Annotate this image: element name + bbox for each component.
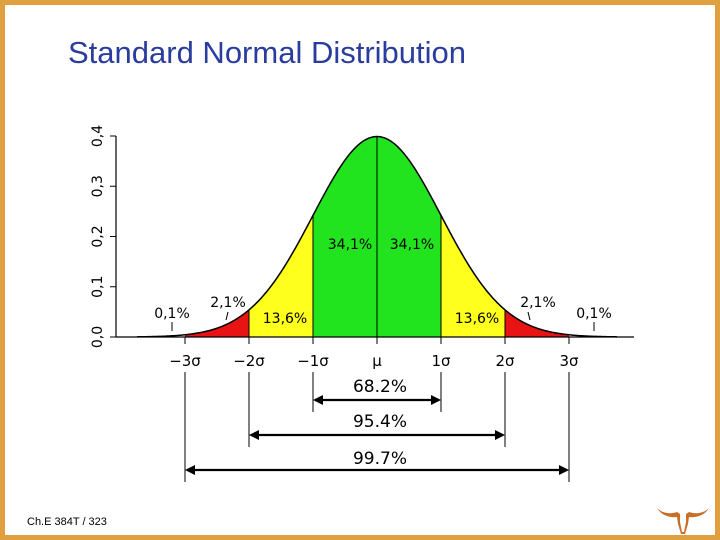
tail-label-right: 0,1% (576, 306, 612, 322)
x-tick-label-0: −3σ (169, 352, 201, 370)
sigma-lines (136, 135, 618, 338)
y-tick-label-0: 0,0 (90, 326, 106, 348)
range-arrowhead-left-1 (249, 430, 259, 440)
tail-label-left: 0,1% (154, 306, 190, 322)
slide-title: Standard Normal Distribution (68, 35, 467, 70)
region-0 (185, 309, 249, 337)
normal-distribution-chart: 0,0 0,1 0,2 0,3 0,4 −3σ −2σ −1σ μ 1σ 2σ 3σ 2,1% 13,6… (90, 125, 634, 482)
range-label-1: 95.4% (353, 412, 407, 432)
y-tick-label-1: 0,1 (90, 276, 106, 298)
x-tick-label-1: −2σ (233, 352, 265, 370)
x-tick-label-4: 1σ (431, 352, 451, 370)
x-tick-label-6: 3σ (559, 352, 579, 370)
range-brackets: 68.2% 95.4% 99.7% (184, 372, 570, 482)
region-label-2: 34,1% (328, 237, 372, 253)
longhorn-logo-icon (657, 508, 709, 534)
range-label-0: 68.2% (353, 377, 407, 397)
y-tick-label-2: 0,2 (90, 225, 106, 247)
region-label-0: 2,1% (210, 295, 246, 311)
data-labels: 2,1% 13,6% 34,1% 34,1% 13,6% 2,1% 0,1% 0,1% (154, 237, 612, 331)
x-tick-label-2: −1σ (297, 352, 329, 370)
footer-course-code: Ch.E 384T / 323 (27, 516, 107, 528)
region-label-5: 2,1% (520, 295, 556, 311)
region-5 (505, 309, 569, 337)
range-arrowhead-left-0 (313, 395, 323, 405)
leader-right-2-1 (527, 311, 531, 321)
x-tick-label-5: 2σ (495, 352, 515, 370)
axes: 0,0 0,1 0,2 0,3 0,4 −3σ −2σ −1σ μ 1σ 2σ 3σ (90, 125, 634, 370)
x-tick-label-3: μ (372, 352, 382, 370)
leader-left-2-1 (225, 311, 229, 321)
range-arrowhead-left-2 (185, 465, 195, 475)
range-arrowhead-right-1 (495, 430, 505, 440)
y-tick-label-3: 0,3 (90, 175, 106, 197)
region-label-4: 13,6% (455, 311, 499, 327)
y-tick-label-4: 0,4 (90, 125, 106, 147)
region-label-1: 13,6% (263, 311, 307, 327)
region-label-3: 34,1% (390, 237, 434, 253)
density-curve (136, 135, 618, 338)
range-arrowhead-right-0 (431, 395, 441, 405)
range-arrowhead-right-2 (559, 465, 569, 475)
range-label-2: 99.7% (353, 449, 407, 469)
